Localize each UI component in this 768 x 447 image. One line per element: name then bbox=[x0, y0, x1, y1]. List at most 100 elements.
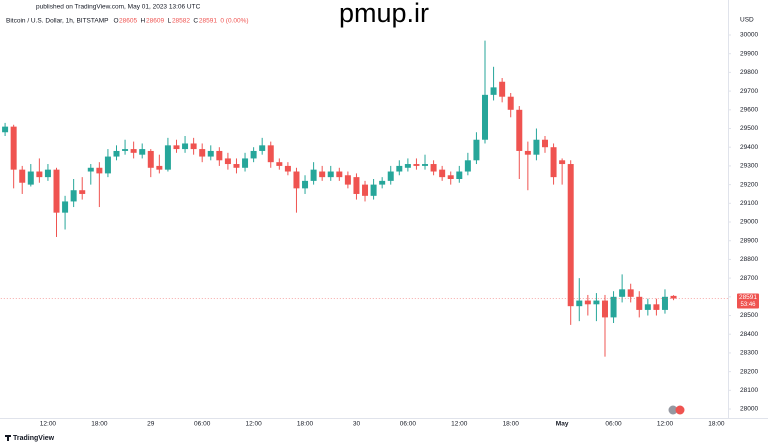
candle-body bbox=[550, 147, 557, 178]
candle-body bbox=[430, 164, 437, 172]
y-tick-label: 29400 bbox=[740, 144, 758, 151]
x-tick-label: 12:00 bbox=[451, 421, 468, 428]
ohlc-value: 28609 bbox=[146, 18, 164, 25]
candle-body bbox=[319, 171, 326, 178]
candle-body bbox=[576, 300, 583, 307]
candle-body bbox=[242, 158, 249, 168]
candle-body bbox=[413, 164, 420, 166]
x-tick-label: 06:00 bbox=[194, 421, 211, 428]
icon bbox=[675, 405, 685, 415]
ohlc-value: 28591 bbox=[199, 18, 217, 25]
x-tick-label: May bbox=[556, 421, 569, 428]
candle-body bbox=[422, 164, 429, 166]
candle-body bbox=[302, 180, 309, 189]
candle-body bbox=[2, 126, 9, 133]
candle-body bbox=[19, 169, 26, 183]
y-tick-label: 28200 bbox=[740, 368, 758, 375]
candle-body bbox=[464, 160, 471, 172]
candle-body bbox=[490, 87, 497, 95]
last-price-box bbox=[737, 293, 759, 309]
x-tick-label: 06:00 bbox=[605, 421, 622, 428]
candle-body bbox=[362, 184, 369, 196]
x-tick-label: 06:00 bbox=[400, 421, 417, 428]
candle-body bbox=[36, 171, 43, 178]
candle-body bbox=[216, 150, 223, 161]
candle-body bbox=[310, 169, 317, 181]
y-tick-label: 28100 bbox=[740, 387, 758, 394]
candle-body bbox=[122, 149, 129, 151]
logo-icon bbox=[5, 435, 11, 441]
candle-body bbox=[353, 177, 360, 194]
candle-body bbox=[524, 150, 531, 155]
candle-body bbox=[104, 156, 111, 174]
candle-body bbox=[661, 296, 668, 310]
y-tick-label: 29500 bbox=[740, 125, 758, 132]
y-tick-label: 29300 bbox=[740, 163, 758, 170]
candle-body bbox=[276, 162, 283, 166]
published-note: published on TradingView.com, May 01, 20… bbox=[36, 4, 201, 11]
candle-body bbox=[27, 171, 34, 185]
x-tick-label: 12:00 bbox=[245, 421, 262, 428]
candle-body bbox=[44, 169, 51, 178]
candle-body bbox=[516, 109, 523, 151]
y-tick-label: 29800 bbox=[740, 69, 758, 76]
candle-body bbox=[387, 171, 394, 181]
y-tick-label: 28400 bbox=[740, 331, 758, 338]
y-tick-label: 30000 bbox=[740, 32, 758, 39]
candle-body bbox=[507, 96, 514, 110]
candle-body bbox=[147, 150, 154, 168]
ohlc-label: H bbox=[140, 18, 145, 25]
candle-body bbox=[53, 169, 60, 213]
candle-body bbox=[456, 171, 463, 180]
y-tick-label: 29900 bbox=[740, 50, 758, 57]
candle-body bbox=[482, 94, 489, 140]
candle-body bbox=[541, 139, 548, 148]
y-axis-label: USD bbox=[740, 17, 754, 24]
watermark: pmup.ir bbox=[339, 0, 429, 28]
x-tick-label: 29 bbox=[147, 421, 155, 428]
y-tick-label: 28300 bbox=[740, 350, 758, 357]
candle-body bbox=[10, 126, 17, 170]
candle-body bbox=[619, 289, 626, 297]
candle-body bbox=[130, 149, 137, 153]
y-tick-label: 28000 bbox=[740, 406, 758, 413]
x-tick-label: 30 bbox=[353, 421, 361, 428]
ohlc-label: O bbox=[113, 18, 118, 25]
countdown: 53:46 bbox=[740, 302, 756, 308]
y-tick-label: 28700 bbox=[740, 275, 758, 282]
candle-body bbox=[182, 143, 189, 150]
candle-body bbox=[87, 167, 94, 172]
candle-body bbox=[344, 175, 351, 185]
candle-body bbox=[156, 165, 163, 170]
candle-body bbox=[70, 190, 77, 202]
candle-body bbox=[62, 201, 69, 213]
candles bbox=[2, 40, 677, 357]
candle-body bbox=[533, 139, 540, 155]
x-tick-label: 18:00 bbox=[503, 421, 520, 428]
candle-body bbox=[370, 184, 377, 196]
candle-body bbox=[96, 167, 103, 174]
y-tick-label: 29100 bbox=[740, 200, 758, 207]
chart-title: Bitcoin / U.S. Dollar, 1h, BITSTAMP bbox=[6, 18, 108, 25]
candle-body bbox=[396, 165, 403, 172]
y-tick-label: 29600 bbox=[740, 107, 758, 114]
y-tick-label: 28800 bbox=[740, 256, 758, 263]
x-tick-label: 18:00 bbox=[708, 421, 725, 428]
candle-body bbox=[79, 190, 86, 194]
x-tick-label: 18:00 bbox=[297, 421, 314, 428]
candle-body bbox=[336, 171, 343, 178]
candle-body bbox=[327, 171, 334, 178]
candle-body bbox=[250, 150, 257, 159]
last-price-label: 28591 bbox=[739, 294, 757, 301]
y-tick-label: 28500 bbox=[740, 312, 758, 319]
candle-body bbox=[636, 296, 643, 310]
y-tick-label: 28900 bbox=[740, 237, 758, 244]
candle-body bbox=[447, 175, 454, 180]
candle-body bbox=[644, 304, 651, 310]
candle-body bbox=[207, 150, 214, 157]
candle-body bbox=[293, 171, 300, 189]
y-tick-label: 29000 bbox=[740, 219, 758, 226]
candle-body bbox=[627, 289, 634, 297]
